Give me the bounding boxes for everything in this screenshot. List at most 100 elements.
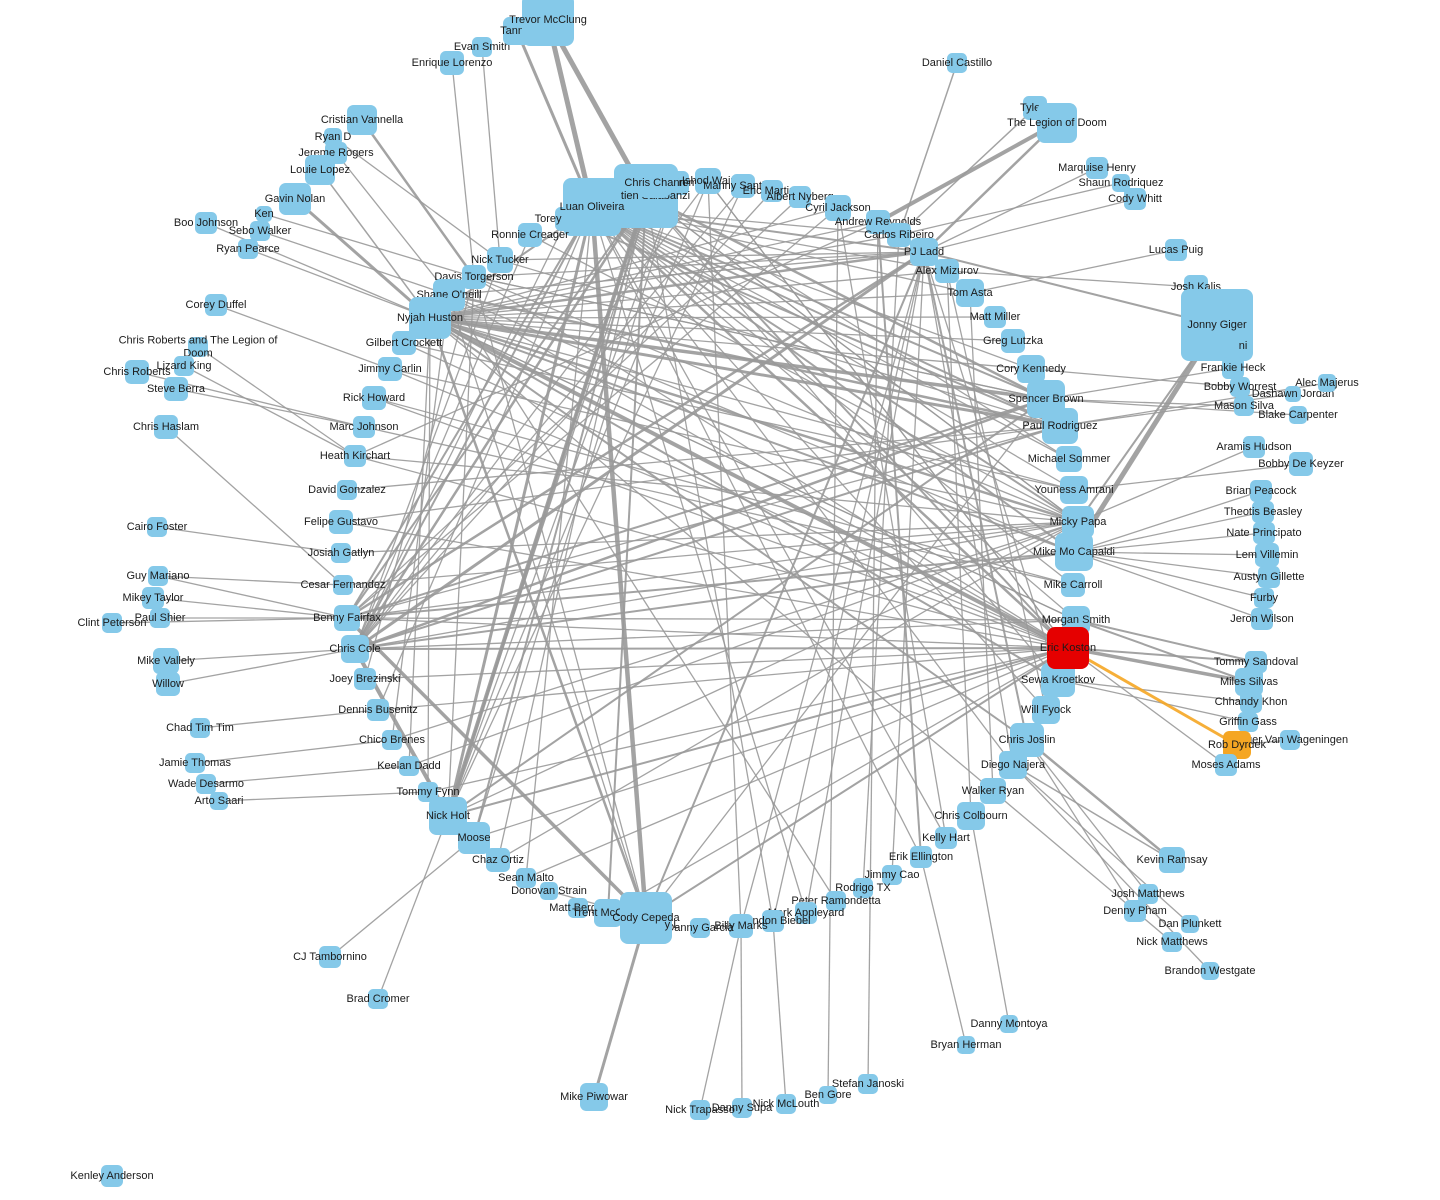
node-box-keelan-dadd[interactable] — [399, 756, 419, 776]
node-box-denny-pham[interactable] — [1124, 900, 1146, 922]
node-box-ishod-wair[interactable] — [695, 168, 721, 194]
node-box-nick-tucker[interactable] — [487, 247, 513, 273]
node-nate-principato[interactable]: Nate Principato — [1226, 522, 1302, 544]
node-joey-brezinski[interactable]: Joey Brezinski — [330, 668, 401, 690]
node-box-cody-whitt[interactable] — [1124, 188, 1146, 210]
node-box-nate-principato[interactable] — [1253, 522, 1275, 544]
node-box-mason-silva[interactable] — [1234, 396, 1254, 416]
node-box-josiah-gatlyn[interactable] — [331, 543, 351, 563]
node-box-mike-vallely[interactable] — [153, 648, 179, 674]
node-box-trent-mcclung[interactable] — [594, 899, 622, 927]
node-box-gavin-nolan[interactable] — [279, 183, 311, 215]
node-cyril-jackson[interactable]: Cyril Jackson — [805, 195, 871, 221]
node-box-cyril-jackson[interactable] — [825, 195, 851, 221]
node-box-dashawn-jordan[interactable] — [1285, 386, 1301, 402]
node-felipe-gustavo[interactable]: Felipe Gustavo — [304, 510, 378, 534]
node-box-dennis-busenitz[interactable] — [367, 699, 389, 721]
node-box-andrew-reynolds[interactable] — [866, 210, 890, 234]
node-box-evan-smith[interactable] — [472, 37, 492, 57]
node-box-alec-majerus[interactable] — [1318, 374, 1336, 392]
node-box-tommy-fynn[interactable] — [418, 782, 438, 802]
node-box-micky-papa[interactable] — [1062, 506, 1094, 538]
node-box-jeron-wilson[interactable] — [1251, 608, 1273, 630]
node-box-chaz-ortiz[interactable] — [486, 848, 510, 872]
node-dennis-busenitz[interactable]: Dennis Busenitz — [338, 699, 418, 721]
node-box-bobby-worrest[interactable] — [1230, 377, 1250, 397]
node-chad-tim-tim[interactable]: Chad Tim Tim — [166, 718, 234, 738]
node-box-rick-howard[interactable] — [362, 386, 386, 410]
node-box-chris-roberts-lod[interactable] — [188, 337, 208, 357]
node-theotis-beasley[interactable]: Theotis Beasley — [1224, 501, 1303, 523]
node-willow[interactable]: Willow — [152, 672, 184, 696]
node-box-chhandy-khon[interactable] — [1240, 691, 1262, 713]
node-box-corey-duffel[interactable] — [205, 294, 227, 316]
node-marc-johnson[interactable]: Marc Johnson — [329, 416, 399, 438]
node-mike-vallely[interactable]: Mike Vallely — [137, 648, 195, 674]
node-box-matt-miller[interactable] — [984, 306, 1006, 328]
node-box-paul-rodriguez[interactable] — [1042, 408, 1078, 444]
node-box-cristian-vannella[interactable] — [347, 105, 377, 135]
node-michael-sommer[interactable]: Michael Sommer — [1028, 446, 1111, 472]
node-kevin-ramsay[interactable]: Kevin Ramsay — [1137, 847, 1208, 873]
node-chhandy-khon[interactable]: Chhandy Khon — [1215, 691, 1288, 713]
node-lizard-king[interactable]: Lizard King — [156, 356, 212, 376]
node-mikey-taylor[interactable]: Mikey Taylor — [123, 587, 184, 609]
node-box-tom-asta[interactable] — [956, 279, 984, 307]
node-box-ben-gore[interactable] — [819, 1086, 837, 1104]
node-billy-marks[interactable]: Billy Marks — [714, 914, 768, 938]
node-david-gonzalez[interactable]: David Gonzalez — [308, 480, 386, 500]
node-daniel-castillo[interactable]: Daniel Castillo — [922, 53, 992, 73]
node-box-ken[interactable] — [256, 206, 272, 222]
node-box-heath-kirchart[interactable] — [344, 445, 366, 467]
node-bobby-de-keyzer[interactable]: Bobby De Keyzer — [1258, 452, 1344, 476]
node-danny-montoya[interactable]: Danny Montoya — [970, 1015, 1048, 1033]
node-box-walker-ryan[interactable] — [980, 778, 1006, 804]
node-box-diego-najera[interactable] — [999, 751, 1027, 779]
node-brad-cromer[interactable]: Brad Cromer — [347, 989, 410, 1009]
node-box-enrique-lorenzo[interactable] — [440, 51, 464, 75]
node-box-furby[interactable] — [1254, 588, 1274, 608]
node-box-rob-dyrdek[interactable] — [1223, 731, 1251, 759]
node-box-sewa-kroetkov[interactable] — [1041, 663, 1075, 697]
node-bobby-worrest[interactable]: Bobby Worrest — [1204, 377, 1277, 397]
node-danny-garcia[interactable]: Danny Garcia — [666, 918, 735, 938]
node-box-matt-berger[interactable] — [568, 898, 588, 918]
node-griffin-gass[interactable]: Griffin Gass — [1219, 712, 1277, 732]
node-ryan-pearce[interactable]: Ryan Pearce — [216, 239, 280, 259]
node-box-mark-appleyard[interactable] — [795, 902, 817, 924]
node-ben-gore[interactable]: Ben Gore — [804, 1086, 852, 1104]
node-mike-piwowar[interactable]: Mike Piwowar — [560, 1083, 628, 1111]
node-box-mike-mo-capaldi[interactable] — [1055, 533, 1093, 571]
node-box-frankie-heck[interactable] — [1222, 357, 1244, 379]
node-box-billy-marks[interactable] — [729, 914, 753, 938]
node-box-chris-cole[interactable] — [341, 635, 369, 663]
node-box-eric-martina[interactable] — [761, 180, 783, 202]
node-box-brian-peacock[interactable] — [1250, 480, 1272, 502]
node-box-aramis-hudson[interactable] — [1243, 436, 1265, 458]
node-box-tommy-sandoval[interactable] — [1245, 651, 1267, 673]
node-box-marc-johnson[interactable] — [353, 416, 375, 438]
node-box-marquise-henry[interactable] — [1086, 157, 1108, 179]
node-box-cody-cepeda[interactable] — [620, 892, 672, 944]
node-box-lucas-puig[interactable] — [1165, 239, 1187, 261]
node-box-sebo-walker[interactable] — [250, 221, 270, 241]
node-box-chris-haslam[interactable] — [154, 415, 178, 439]
node-brandon-westgate[interactable]: Brandon Westgate — [1165, 962, 1256, 980]
node-box-trevor-mcclung[interactable] — [522, 0, 574, 46]
node-box-rodrigo-tx[interactable] — [853, 878, 873, 898]
node-box-dan-plunkett[interactable] — [1181, 915, 1199, 933]
node-jamie-thomas[interactable]: Jamie Thomas — [159, 753, 231, 773]
node-box-peter-ramondetta[interactable] — [826, 891, 846, 911]
node-box-cairo-foster[interactable] — [147, 517, 167, 537]
node-box-moses-adams[interactable] — [1215, 754, 1237, 776]
node-wade-desarmo[interactable]: Wade Desarmo — [168, 774, 244, 794]
node-box-joey-brezinski[interactable] — [354, 668, 376, 690]
node-box-josh-matthews[interactable] — [1138, 884, 1158, 904]
node-box-arto-saari[interactable] — [210, 792, 228, 810]
node-box-mike-piwowar[interactable] — [580, 1083, 608, 1111]
node-box-nick-mclouth[interactable] — [776, 1094, 796, 1114]
node-cairo-foster[interactable]: Cairo Foster — [127, 517, 188, 537]
node-boo-johnson[interactable]: Boo Johnson — [174, 212, 238, 234]
node-box-legion-of-doom[interactable] — [1037, 103, 1077, 143]
node-nick-trapasso[interactable]: Nick Trapasso — [665, 1100, 735, 1120]
